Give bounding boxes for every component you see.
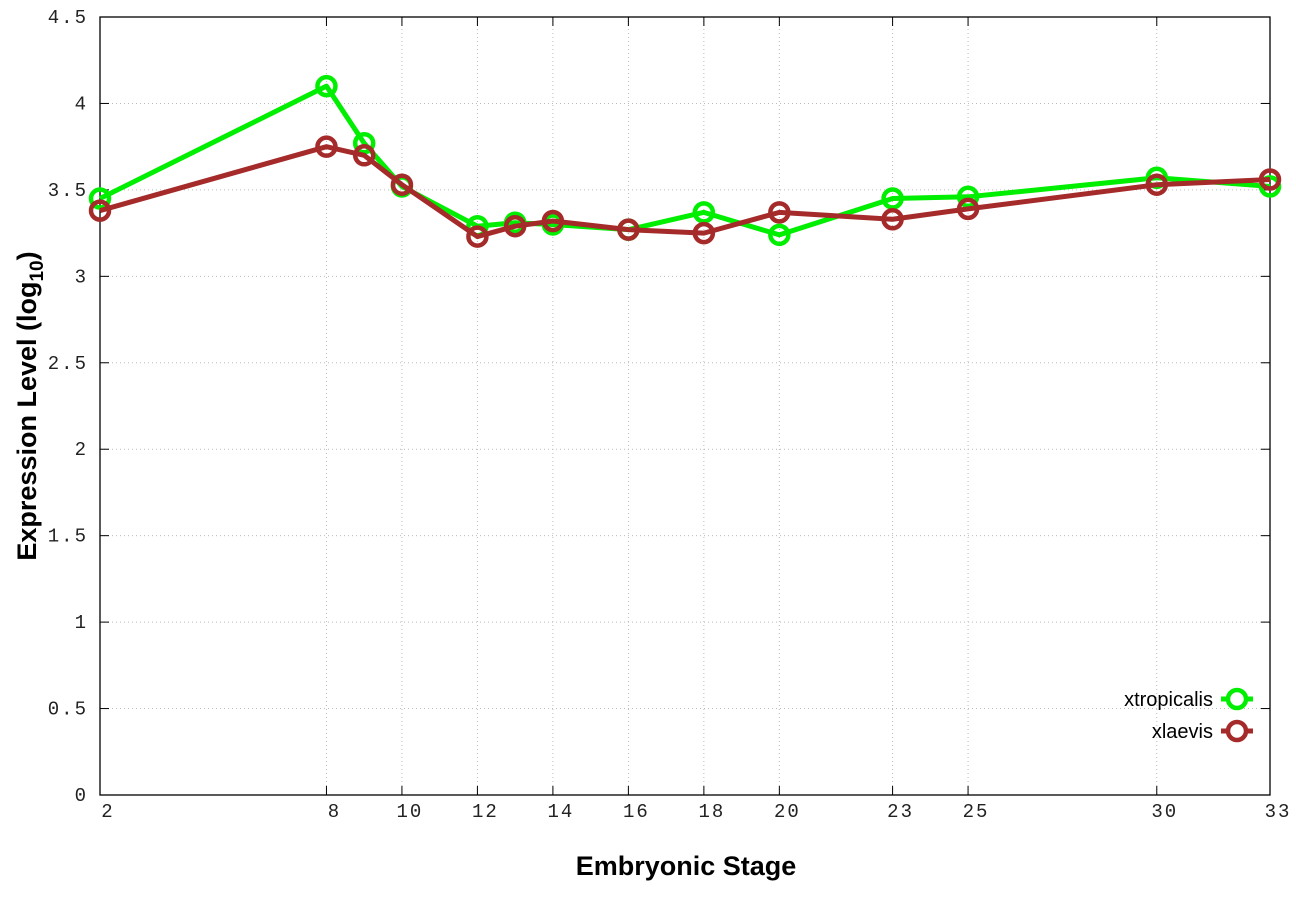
- data-point-xtropicalis: [881, 187, 904, 210]
- x-tick-label: 12: [472, 801, 499, 823]
- data-point-xlaevis: [956, 197, 980, 221]
- data-point-xtropicalis: [88, 187, 112, 210]
- series-xlaevis: [88, 135, 1282, 248]
- x-tick-label: 8: [328, 801, 341, 823]
- x-tick-label: 30: [1151, 801, 1178, 823]
- legend-marker-xlaevis: [1225, 719, 1249, 743]
- y-tick-label: 0.5: [48, 699, 88, 721]
- data-point-xlaevis: [352, 144, 376, 167]
- x-tick-label: 18: [698, 801, 725, 823]
- x-tick-label: 14: [547, 801, 574, 823]
- y-tick-label: 2.5: [48, 353, 88, 375]
- plot-frame: [99, 16, 1271, 796]
- data-point-xtropicalis: [692, 201, 716, 224]
- legend: xtropicalis xlaevis: [1124, 687, 1253, 743]
- data-point-xlaevis: [503, 214, 527, 238]
- x-tick-label: 20: [774, 801, 801, 823]
- y-tick-label: 1: [75, 612, 88, 634]
- grid: [100, 17, 1270, 795]
- x-tick-label: 23: [887, 801, 914, 823]
- data-point-xlaevis: [88, 199, 112, 222]
- y-tick-label: 0: [75, 785, 88, 807]
- data-point-xlaevis: [768, 201, 791, 224]
- y-tick-label: 2: [75, 439, 88, 461]
- data-point-xtropicalis: [352, 131, 376, 155]
- y-tick-label: 4: [75, 93, 88, 115]
- x-tick-label: 10: [397, 801, 424, 823]
- series-layer: [88, 74, 1282, 248]
- data-point-xlaevis: [315, 135, 338, 158]
- data-point-xtropicalis: [768, 223, 791, 247]
- data-point-xtropicalis: [1258, 175, 1282, 198]
- legend-marker-xtropicalis: [1225, 687, 1249, 711]
- data-point-xlaevis: [390, 173, 414, 196]
- data-point-xlaevis: [541, 209, 565, 233]
- data-point-xtropicalis: [956, 185, 980, 209]
- data-point-xlaevis: [1258, 168, 1282, 191]
- data-point-xlaevis: [881, 208, 904, 231]
- x-axis-label: Embryonic Stage: [576, 851, 797, 881]
- series-line-xlaevis: [99, 144, 1271, 240]
- legend-label-xtropicalis: xtropicalis: [1124, 689, 1213, 711]
- data-point-xlaevis: [466, 225, 489, 248]
- data-point-xlaevis: [617, 218, 640, 241]
- y-axis-label: Expression Level (log10): [12, 251, 48, 560]
- axes: 0 0.5 1 1.5 2 2.5 3 3.5 4 4.5 2 8 10 12 14 16 18 20 23 25 30…: [48, 7, 1292, 823]
- y-tick-label: 3: [75, 266, 88, 288]
- x-tick-label: 25: [963, 801, 990, 823]
- legend-label-xlaevis: xlaevis: [1152, 721, 1213, 743]
- x-tick-label: 2: [101, 801, 114, 823]
- y-tick-label: 1.5: [48, 526, 88, 548]
- data-point-xlaevis: [1145, 173, 1169, 196]
- x-tick-label: 16: [623, 801, 650, 823]
- x-tick-label: 33: [1265, 801, 1292, 823]
- data-point-xtropicalis: [315, 74, 338, 98]
- y-tick-label: 3.5: [48, 180, 88, 202]
- y-tick-label: 4.5: [48, 7, 88, 29]
- data-point-xlaevis: [692, 221, 716, 245]
